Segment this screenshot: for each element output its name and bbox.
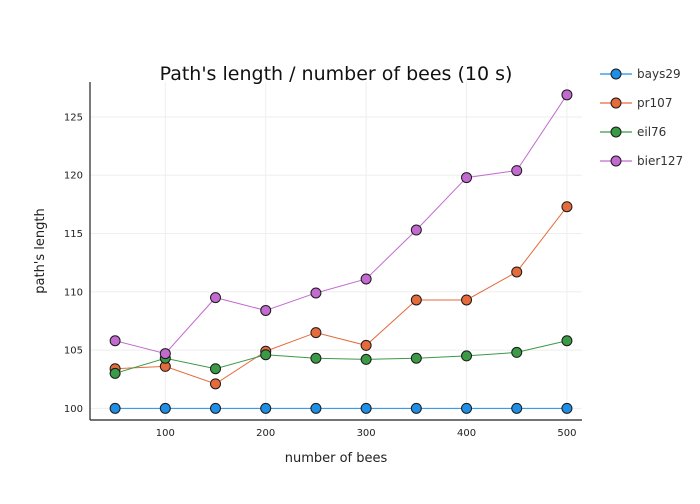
data-point-pr107 — [360, 339, 372, 351]
data-point-bier127 — [410, 224, 422, 236]
data-point-bier127 — [310, 287, 322, 299]
data-point-eil76 — [109, 367, 121, 379]
data-point-bays29 — [360, 402, 372, 414]
y-tick-label: 120 — [64, 171, 83, 182]
legend-label-bays29: bays29 — [637, 67, 681, 81]
data-point-eil76 — [360, 353, 372, 365]
data-point-bier127 — [360, 273, 372, 285]
x-tick-label: 100 — [156, 428, 175, 439]
y-tick-label: 105 — [64, 346, 83, 357]
data-point-bays29 — [511, 402, 523, 414]
legend-marker-pr107 — [610, 97, 622, 109]
series-layer — [109, 89, 573, 414]
axis-layer: 100 200 300 400 500 100 105 110 115 120 125 — [64, 82, 582, 439]
data-point-pr107 — [410, 294, 422, 306]
legend-marker-bier127 — [610, 155, 622, 167]
legend: bays29 pr107 eil76 bier127 — [600, 67, 683, 168]
series-line-eil76 — [114, 340, 568, 374]
data-point-pr107 — [310, 327, 322, 339]
data-point-eil76 — [410, 352, 422, 364]
data-point-bier127 — [109, 335, 121, 347]
legend-label-pr107: pr107 — [637, 96, 672, 110]
x-tick-label: 500 — [557, 428, 576, 439]
legend-marker-eil76 — [610, 126, 622, 138]
legend-marker-bays29 — [610, 68, 622, 80]
y-tick-label: 115 — [64, 229, 83, 240]
data-point-pr107 — [561, 201, 573, 213]
data-point-eil76 — [561, 335, 573, 347]
y-axis-title: path's length — [33, 208, 48, 293]
data-point-bier127 — [511, 165, 523, 177]
data-point-bier127 — [260, 304, 272, 316]
data-point-bays29 — [561, 402, 573, 414]
y-tick-label: 110 — [64, 287, 83, 298]
data-point-pr107 — [461, 294, 473, 306]
data-point-eil76 — [210, 363, 222, 375]
x-tick-label: 200 — [256, 428, 275, 439]
data-point-pr107 — [210, 378, 222, 390]
data-point-eil76 — [511, 346, 523, 358]
chart-title: Path's length / number of bees (10 s) — [160, 63, 513, 85]
data-point-bays29 — [109, 402, 121, 414]
legend-label-eil76: eil76 — [637, 125, 666, 139]
y-tick-label: 125 — [64, 112, 83, 123]
data-point-bays29 — [159, 402, 171, 414]
y-tick-label: 100 — [64, 404, 83, 415]
data-point-bays29 — [410, 402, 422, 414]
data-point-bays29 — [260, 402, 272, 414]
data-point-eil76 — [310, 352, 322, 364]
data-point-bays29 — [210, 402, 222, 414]
data-point-eil76 — [260, 349, 272, 361]
data-point-bier127 — [210, 292, 222, 304]
data-point-bays29 — [461, 402, 473, 414]
data-point-bier127 — [561, 89, 573, 101]
x-tick-label: 300 — [357, 428, 376, 439]
data-point-bier127 — [159, 348, 171, 360]
data-point-bier127 — [461, 172, 473, 184]
data-point-pr107 — [511, 266, 523, 278]
data-point-eil76 — [461, 350, 473, 362]
series-line-pr107 — [115, 206, 568, 385]
data-point-bays29 — [310, 402, 322, 414]
series-line-bier127 — [114, 94, 568, 355]
x-tick-label: 400 — [457, 428, 476, 439]
legend-label-bier127: bier127 — [637, 154, 683, 168]
x-axis-title: number of bees — [285, 451, 388, 466]
